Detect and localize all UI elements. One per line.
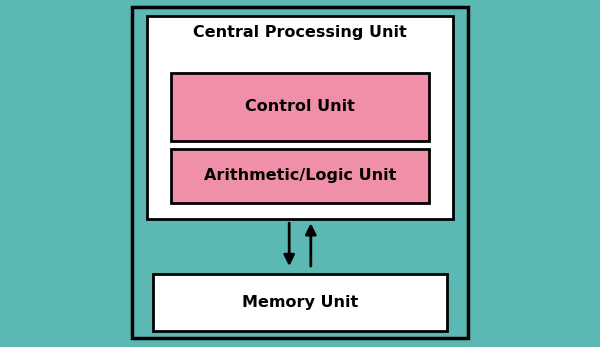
Bar	[153, 274, 447, 331]
Text: Control Unit: Control Unit	[245, 99, 355, 115]
Text: Memory Unit: Memory Unit	[242, 295, 358, 310]
Text: Arithmetic/Logic Unit: Arithmetic/Logic Unit	[204, 168, 396, 184]
Bar	[171, 73, 429, 141]
Bar	[147, 16, 453, 219]
Bar	[132, 7, 468, 338]
Text: Central Processing Unit: Central Processing Unit	[193, 25, 407, 41]
Bar	[171, 149, 429, 203]
